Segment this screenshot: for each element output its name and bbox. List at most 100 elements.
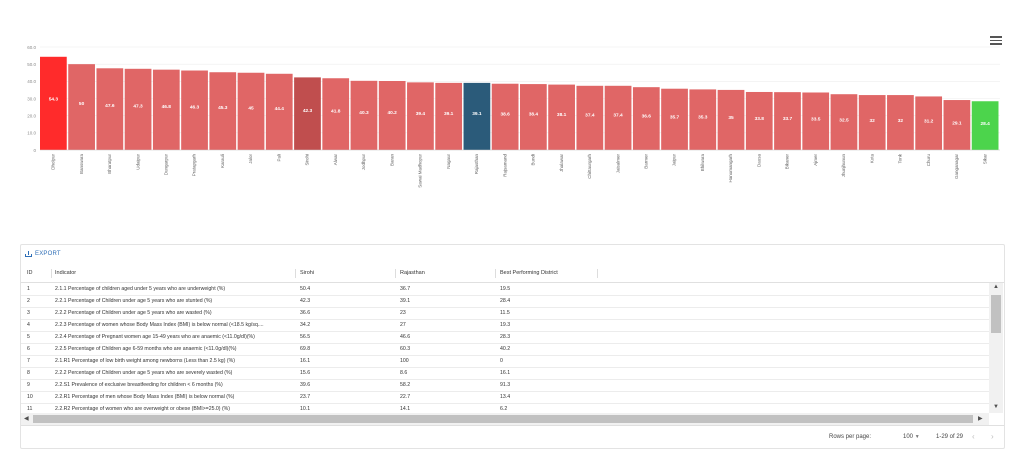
bar-value-label: 40.3: [359, 110, 369, 116]
bar-sikar[interactable]: [971, 101, 999, 150]
column-header-id[interactable]: ID: [27, 270, 33, 276]
vertical-scroll-thumb[interactable]: [991, 295, 1001, 333]
table-row[interactable]: 6 2.2.5 Percentage of Children age 6-59 m…: [21, 343, 989, 356]
vertical-scrollbar[interactable]: ▲ ▼: [989, 283, 1003, 413]
column-header-best-district[interactable]: Best Performing District: [500, 270, 558, 276]
bar-rajasthan[interactable]: [463, 82, 491, 150]
bar-tonk[interactable]: [887, 95, 914, 150]
x-category-label: Bharatpur: [107, 154, 112, 174]
bar-baran[interactable]: [378, 80, 406, 150]
table-row[interactable]: 11 2.2.R2 Percentage of women who are ove…: [21, 403, 989, 413]
column-header-sirohi[interactable]: Sirohi: [300, 270, 315, 276]
horizontal-scroll-thumb[interactable]: [33, 415, 973, 423]
cell-id: 10: [27, 394, 33, 400]
bar-jaipur[interactable]: [661, 88, 688, 150]
bar-bundi[interactable]: [520, 84, 547, 150]
bar-dausa[interactable]: [745, 91, 773, 150]
chevron-down-icon: ▼: [914, 434, 920, 440]
cell-rajasthan: 8.6: [400, 370, 408, 376]
table-row[interactable]: 2 2.2.1 Percentage of Children under age …: [21, 295, 989, 308]
bar-jodhpur[interactable]: [350, 80, 378, 150]
rows-per-page-select[interactable]: 100 ▼: [903, 434, 920, 440]
column-separator[interactable]: [597, 269, 598, 278]
bar-alwar[interactable]: [322, 78, 350, 150]
y-tick-label: 40.0: [27, 79, 36, 84]
bar-chittaurgarh[interactable]: [576, 85, 604, 150]
bar-rajsamand[interactable]: [491, 83, 519, 150]
cell-rajasthan: 22.7: [400, 394, 411, 400]
triangle-left-icon[interactable]: ◀: [24, 416, 29, 422]
chevron-left-icon[interactable]: ‹: [972, 432, 975, 441]
bar-banswara[interactable]: [68, 64, 95, 150]
x-category-label: Hanumangarh: [728, 154, 733, 183]
bar-barmer[interactable]: [632, 87, 660, 150]
cell-id: 2: [27, 298, 30, 304]
bar-kota[interactable]: [858, 95, 886, 150]
export-button[interactable]: EXPORT: [25, 251, 61, 257]
table-row[interactable]: 9 2.2.S1 Prevalence of exclusive breastfe…: [21, 379, 989, 392]
cell-rajasthan: 58.2: [400, 382, 411, 388]
column-separator[interactable]: [395, 269, 396, 278]
bar-ganganagar[interactable]: [943, 100, 971, 150]
cell-id: 8: [27, 370, 30, 376]
bar-sawai-madhopur[interactable]: [407, 82, 434, 150]
cell-sirohi: 39.6: [300, 382, 311, 388]
x-category-label: Alwar: [333, 154, 338, 166]
table-row[interactable]: 3 2.2.2 Percentage of Children under age …: [21, 307, 989, 320]
x-category-label: Bundi: [531, 154, 536, 166]
bar-value-label: 39.1: [444, 111, 454, 117]
cell-best-district: 91.3: [500, 382, 511, 388]
bar-churu[interactable]: [915, 96, 943, 150]
column-separator[interactable]: [495, 269, 496, 278]
column-separator[interactable]: [295, 269, 296, 278]
column-header-rajasthan[interactable]: Rajasthan: [400, 270, 425, 276]
table-row[interactable]: 10 2.2.R1 Percentage of men whose Body Ma…: [21, 391, 989, 404]
triangle-right-icon[interactable]: ▶: [978, 416, 983, 422]
bar-jhunjhunun[interactable]: [830, 94, 858, 150]
bar-pali[interactable]: [265, 73, 293, 150]
bar-bhilwara[interactable]: [689, 89, 717, 150]
bar-jalor[interactable]: [237, 72, 265, 150]
bar-udaipur[interactable]: [124, 68, 152, 150]
cell-id: 9: [27, 382, 30, 388]
bar-hanumangarh[interactable]: [717, 89, 745, 150]
bar-value-label: 32: [870, 118, 876, 124]
bar-jhalawar[interactable]: [548, 84, 575, 150]
bar-value-label: 54.3: [49, 97, 59, 103]
cell-indicator: 2.2.R1 Percentage of men whose Body Mass…: [55, 394, 235, 400]
table-row[interactable]: 5 2.2.4 Percentage of Pregnant women age …: [21, 331, 989, 344]
bar-karauli[interactable]: [209, 72, 237, 150]
cell-indicator: 2.2.1 Percentage of Children under age 5…: [55, 298, 213, 304]
bar-value-label: 47.3: [133, 103, 143, 109]
hamburger-menu-icon[interactable]: [990, 36, 1002, 46]
bar-value-label: 40.2: [388, 110, 398, 116]
column-separator[interactable]: [51, 269, 52, 278]
bar-dungarpur[interactable]: [152, 69, 180, 150]
cell-best-district: 16.1: [500, 370, 511, 376]
chevron-right-icon[interactable]: ›: [991, 432, 994, 441]
bar-bikaner[interactable]: [774, 92, 801, 150]
triangle-down-icon[interactable]: ▼: [993, 404, 999, 410]
bar-pratapgarh[interactable]: [181, 70, 208, 150]
bar-dholpur[interactable]: [40, 56, 67, 150]
table-row[interactable]: 7 2.1.R1 Percentage of low birth weight a…: [21, 355, 989, 368]
y-tick-label: 50.0: [27, 62, 36, 67]
triangle-up-icon[interactable]: ▲: [993, 284, 999, 290]
cell-sirohi: 34.2: [300, 322, 311, 328]
column-header-indicator[interactable]: Indicator: [55, 270, 77, 276]
bar-value-label: 46.8: [162, 104, 172, 110]
table-row[interactable]: 4 2.2.3 Percentage of women whose Body Ma…: [21, 319, 989, 332]
bar-bharatpur[interactable]: [96, 68, 124, 150]
bar-sirohi[interactable]: [294, 77, 321, 150]
bar-jaisalmer[interactable]: [604, 85, 632, 150]
bar-ajmer[interactable]: [802, 92, 830, 150]
cell-sirohi: 42.3: [300, 298, 311, 304]
horizontal-scrollbar[interactable]: ◀ ▶: [21, 413, 989, 425]
table-row[interactable]: 1 2.1.1 Percentage of children aged under…: [21, 283, 989, 296]
cell-indicator: 2.2.2 Percentage of Children under age 5…: [55, 370, 233, 376]
cell-best-district: 13.4: [500, 394, 511, 400]
x-category-label: Dungarpur: [163, 154, 168, 176]
table-row[interactable]: 8 2.2.2 Percentage of Children under age …: [21, 367, 989, 380]
x-category-label: Dausa: [756, 154, 761, 168]
bar-nagaur[interactable]: [435, 82, 463, 150]
